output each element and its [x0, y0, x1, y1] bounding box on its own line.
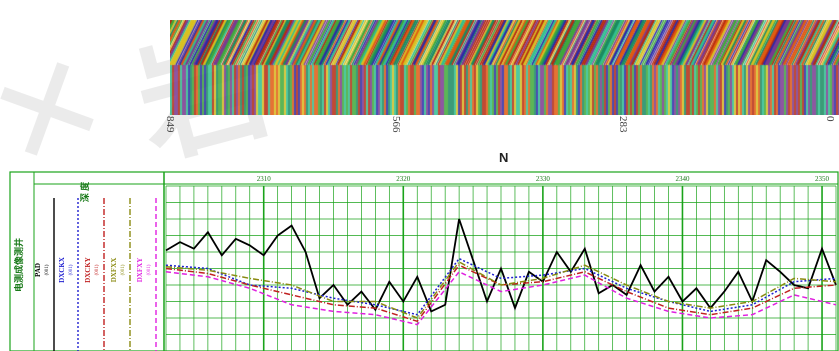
panel-frame: [9, 171, 839, 351]
track-title: 电测成像测井: [13, 238, 24, 292]
track-header: 电测成像测井 PAD (001) DXCKX (001) DXCKY (001) DXFXX(…: [9, 171, 839, 351]
curve-legend-name: DXFXY: [136, 258, 144, 283]
curve-legend-name: DXCKY: [84, 257, 92, 283]
scale-tick-0: 0: [824, 116, 836, 122]
x-tick-label: 2340: [675, 175, 690, 183]
curve-legend-name: PAD: [34, 263, 42, 277]
curve-series: [165, 218, 837, 326]
series-line-dxckx: [165, 257, 837, 316]
curve-legend-name: DXFXX: [110, 258, 118, 283]
scale-tick-849: 849: [164, 116, 176, 133]
x-tick-label: 2350: [815, 175, 830, 183]
borehole-image-canvas: [170, 20, 839, 115]
series-line-dxfxx: [165, 260, 837, 319]
direction-label: N: [499, 150, 509, 165]
curve-legend-unit: (001): [121, 264, 126, 275]
x-tick-label: 2310: [257, 175, 272, 183]
image-scale-axis: 849 566 283 0: [160, 112, 839, 152]
scale-tick-566: 566: [390, 116, 402, 133]
curve-legend-unit: (001): [95, 264, 100, 275]
depth-label: 深 度: [79, 181, 90, 202]
log-curve-panel: 电测成像测井 PAD (001) DXCKX (001) DXCKY (001) DXFXX(…: [9, 171, 839, 351]
curve-legend-unit: (001): [69, 264, 74, 275]
scale-tick-283: 283: [617, 116, 629, 133]
x-tick-label: 2330: [536, 175, 551, 183]
curve-legend-unit: (001): [45, 264, 50, 275]
series-line-pad: [165, 218, 837, 313]
series-line-dxfxy: [165, 270, 837, 326]
series-line-dxcky: [165, 264, 837, 323]
curve-legend-unit: (001): [147, 264, 152, 275]
curve-legend-name: DXCKX: [58, 257, 66, 283]
borehole-image-strip: [170, 20, 839, 115]
x-tick-label: 2320: [396, 175, 411, 183]
